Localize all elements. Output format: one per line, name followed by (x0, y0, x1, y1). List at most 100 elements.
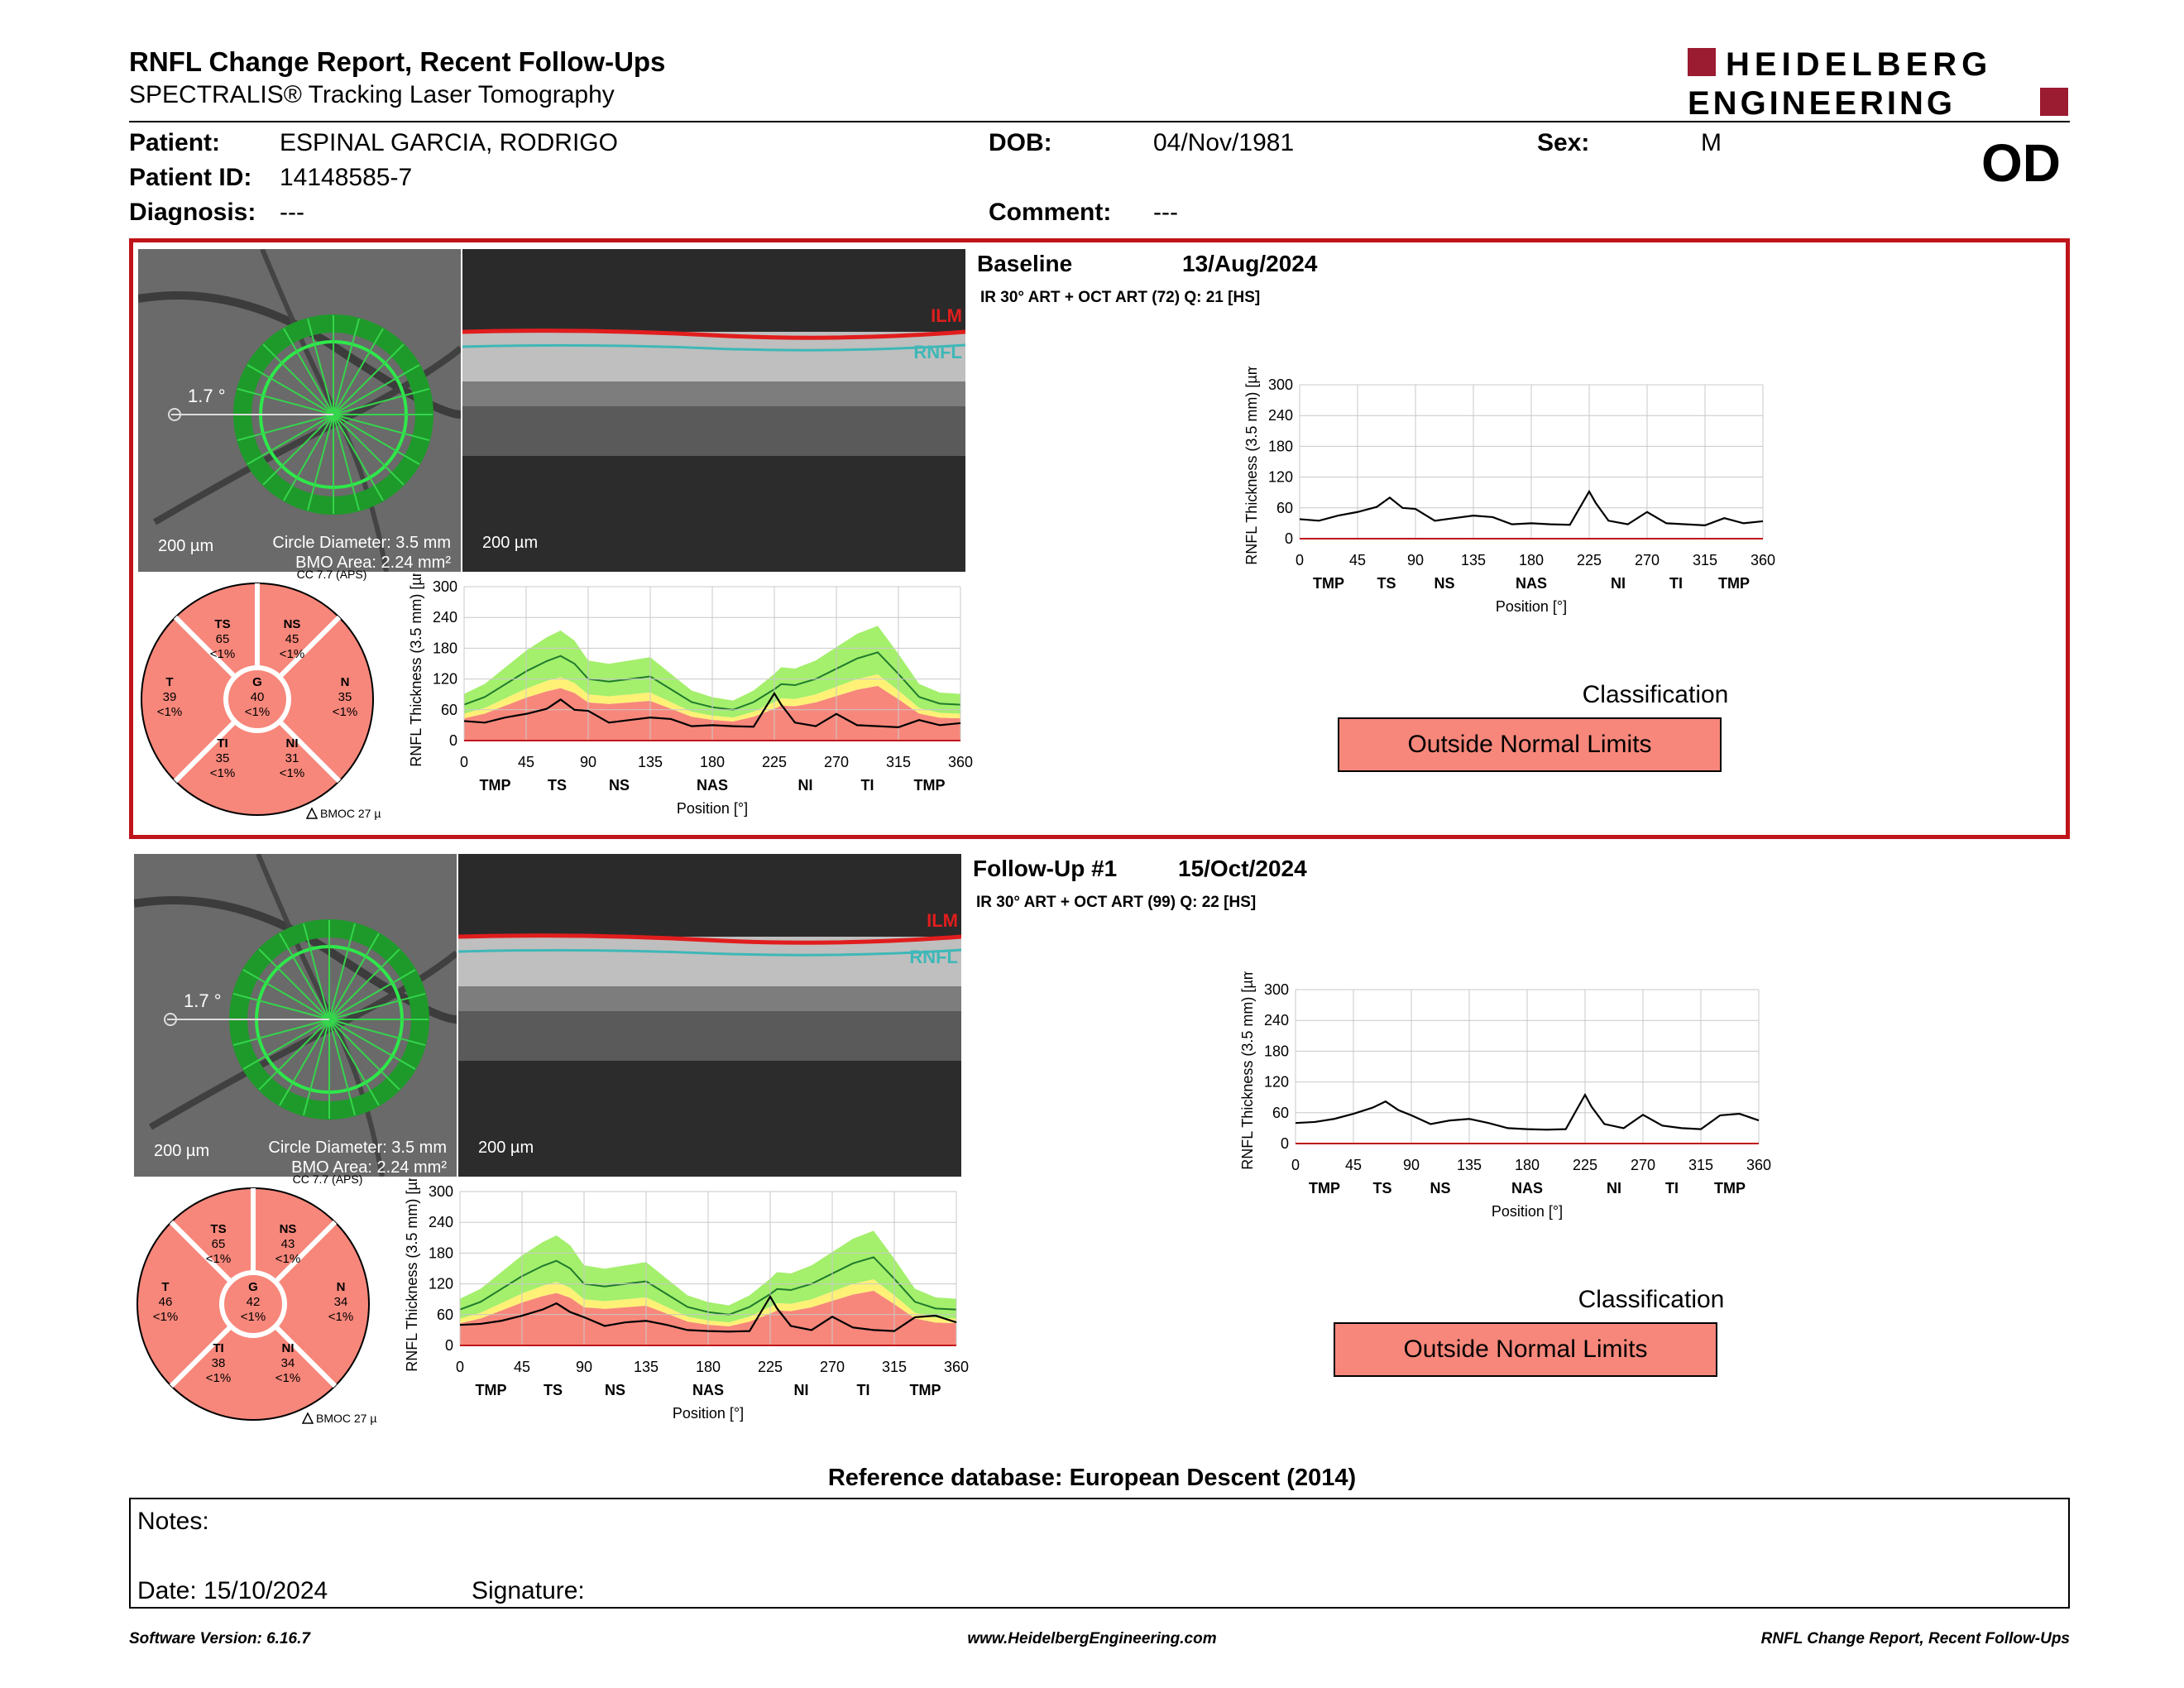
x-tick-360: 360 (944, 1359, 969, 1375)
website-link[interactable]: www.HeidelbergEngineering.com (967, 1630, 1217, 1647)
x-tick-180: 180 (696, 1359, 721, 1375)
sector-axis-ti: TI (1669, 575, 1683, 592)
y-tick-0: 0 (1285, 530, 1293, 547)
logo-square-top (1688, 48, 1716, 76)
logo-square-bottom (2040, 88, 2068, 116)
y-tick-180: 180 (1264, 1043, 1289, 1059)
sector-ti-pct: <1% (210, 766, 235, 780)
baseline-section: 1.7 ° 200 µm Circle Diameter: 3.5 mm BMO Ar… (129, 238, 2070, 839)
y-tick-240: 240 (429, 1214, 453, 1230)
sex-label: Sex: (1537, 129, 1590, 156)
y-axis-label: RNFL Thickness (3.5 mm) [µm] (408, 573, 424, 767)
y-tick-0: 0 (449, 732, 457, 749)
bmo-area: BMO Area: 2.24 mm² (295, 554, 451, 572)
sector-ti-value: 35 (216, 751, 230, 765)
sector-axis-ni: NI (1611, 575, 1626, 592)
sector-g-value: 40 (251, 690, 265, 704)
sector-axis-ts: TS (548, 777, 567, 794)
oct-scale-bar: 200 µm (478, 1139, 534, 1157)
classification-result: Outside Normal Limits (1338, 717, 1722, 772)
sector-ni-pct: <1% (280, 766, 304, 780)
sector-ni-name: NI (282, 1341, 295, 1355)
sector-axis-nas: NAS (1511, 1180, 1543, 1196)
x-tick-270: 270 (820, 1359, 845, 1375)
x-tick-270: 270 (1631, 1157, 1655, 1173)
rnfl-thickness-line (1299, 489, 1764, 526)
notes-box[interactable]: Notes: Date: 15/10/2024 Signature: (129, 1498, 2070, 1609)
sector-axis-ni: NI (794, 1382, 809, 1398)
y-tick-300: 300 (429, 1183, 453, 1200)
dob-label: DOB: (989, 129, 1052, 156)
x-axis-label: Position [°] (673, 1405, 744, 1422)
header-divider (129, 121, 2070, 122)
x-tick-270: 270 (824, 754, 849, 770)
rnfl-thickness-line (1295, 1092, 1760, 1131)
x-tick-0: 0 (460, 754, 468, 770)
exam-date: 13/Aug/2024 (1182, 251, 1318, 276)
y-tick-180: 180 (1268, 438, 1293, 454)
rnfl-thickness-line (459, 1294, 957, 1333)
x-tick-315: 315 (1693, 552, 1717, 568)
rnfl-layer-label: RNFL (913, 342, 962, 362)
rnfl-thickness-line (463, 691, 961, 728)
sector-ti-value: 38 (212, 1356, 226, 1370)
x-tick-45: 45 (1345, 1157, 1362, 1173)
y-axis-label: RNFL Thickness (3.5 mm) [µm] (1239, 971, 1256, 1170)
x-tick-360: 360 (948, 754, 973, 770)
x-tick-0: 0 (1296, 552, 1304, 568)
ilm-label: ILM (931, 305, 962, 326)
sector-n-name: N (337, 1280, 346, 1294)
x-axis-label: Position [°] (1492, 1203, 1563, 1220)
y-tick-120: 120 (433, 671, 457, 688)
y-tick-240: 240 (433, 609, 457, 626)
sector-ti-pct: <1% (206, 1371, 231, 1385)
notes-date: Date: 15/10/2024 (137, 1577, 328, 1604)
sector-axis-tmp: TMP (476, 1382, 507, 1398)
sector-axis-ts: TS (1377, 575, 1396, 592)
sector-axis-ns: NS (605, 1382, 625, 1398)
y-tick-0: 0 (1281, 1135, 1289, 1152)
y-axis-label: RNFL Thickness (3.5 mm) [µm] (1243, 367, 1260, 565)
sector-n-value: 35 (338, 690, 352, 704)
exam-scan-info: IR 30° ART + OCT ART (72) Q: 21 [HS] (980, 289, 1261, 306)
sector-axis-tmp: TMP (1718, 575, 1750, 592)
x-tick-180: 180 (1519, 552, 1544, 568)
cc-label: CC 7.7 (APS) (293, 1172, 363, 1186)
oct-bscan-image: ILM RNFL 200 µm (462, 249, 965, 572)
y-tick-0: 0 (445, 1337, 453, 1354)
x-tick-225: 225 (1573, 1157, 1597, 1173)
sector-axis-tmp: TMP (1714, 1180, 1746, 1196)
rnfl-layer-label: RNFL (909, 947, 958, 967)
y-tick-120: 120 (1264, 1074, 1289, 1091)
sector-axis-ns: NS (1430, 1180, 1450, 1196)
x-tick-45: 45 (514, 1359, 530, 1375)
sector-ns-pct: <1% (280, 647, 304, 661)
x-tick-315: 315 (886, 754, 911, 770)
eye-indicator: OD (1981, 133, 2061, 193)
sector-t-pct: <1% (153, 1310, 178, 1324)
diagnosis-value: --- (280, 199, 304, 226)
logo-line2: ENGINEERING (1688, 85, 1956, 119)
sector-axis-ns: NS (1434, 575, 1454, 592)
oct-bscan-image: ILM RNFL 200 µm (458, 854, 961, 1177)
sector-axis-nas: NAS (697, 777, 728, 794)
signature-label: Signature: (472, 1577, 585, 1604)
logo-line1: HEIDELBERG (1726, 46, 1992, 83)
sector-ns-value: 43 (281, 1237, 295, 1251)
sector-axis-ti: TI (1665, 1180, 1679, 1196)
y-tick-240: 240 (1264, 1012, 1289, 1029)
sector-g-pct: <1% (241, 1310, 266, 1324)
sector-t-name: T (161, 1280, 169, 1294)
sector-ni-value: 34 (281, 1356, 295, 1370)
sector-t-value: 39 (163, 690, 177, 704)
sector-axis-tmp: TMP (1309, 1180, 1340, 1196)
x-tick-45: 45 (1349, 552, 1366, 568)
x-tick-180: 180 (1515, 1157, 1540, 1173)
sector-ts-value: 65 (216, 632, 230, 646)
fundus-ir-image: 1.7 ° 200 µm Circle Diameter: 3.5 mm BMO Ar… (138, 249, 461, 572)
sector-t-name: T (165, 675, 173, 689)
sector-axis-tmp: TMP (914, 777, 946, 794)
y-tick-60: 60 (437, 1307, 453, 1323)
rnfl-sector-diagram: CC 7.7 (APS)TS65<1%NS43<1%T46<1%G42<1%N3… (136, 1172, 377, 1425)
sector-ns-name: NS (284, 617, 301, 631)
